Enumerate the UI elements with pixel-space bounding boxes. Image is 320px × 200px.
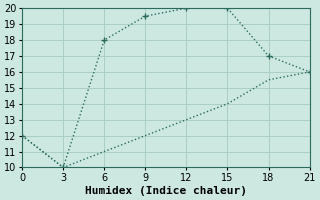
X-axis label: Humidex (Indice chaleur): Humidex (Indice chaleur): [85, 186, 247, 196]
